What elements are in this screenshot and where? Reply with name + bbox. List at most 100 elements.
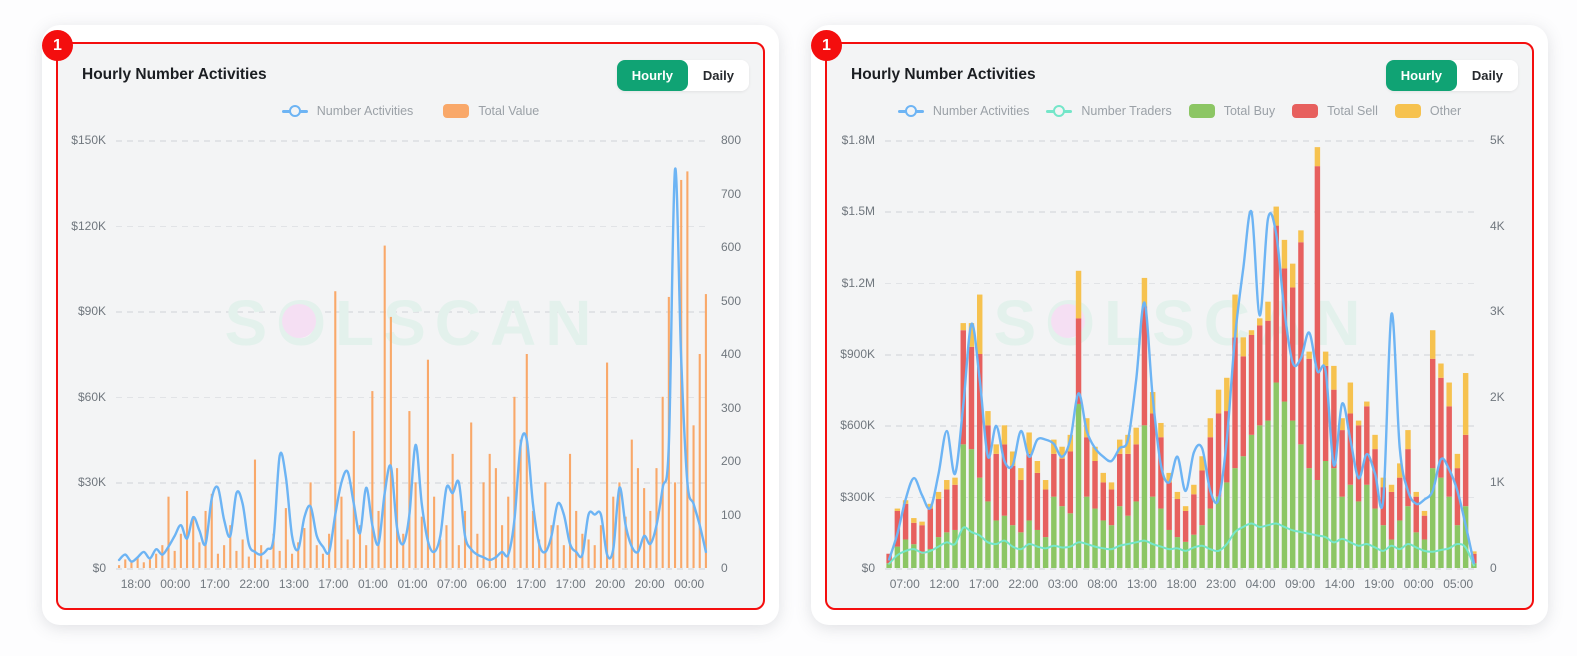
- x-axis-label: 04:00: [1245, 577, 1276, 591]
- y-axis-label-right: 4K: [1490, 218, 1505, 233]
- chart-canvas: [117, 167, 708, 568]
- gridline: [885, 282, 1478, 285]
- y-axis-label: $900K: [840, 347, 875, 361]
- legend-line-marker: [1053, 105, 1066, 117]
- legend-label: Total Value: [478, 104, 540, 118]
- x-axis-label: 05:00: [1443, 577, 1474, 591]
- y-axis-label: $300K: [840, 489, 875, 504]
- legend-label: Total Buy: [1223, 104, 1276, 118]
- gridline: [885, 568, 1478, 570]
- legend-label: Number Activities: [932, 104, 1030, 118]
- x-axis-label: 23:00: [1206, 577, 1237, 591]
- annotation-badge: 1: [811, 30, 842, 61]
- x-axis-label: 14:00: [1324, 577, 1355, 591]
- y-axis-label-right: 600: [721, 240, 742, 254]
- legend-marker: [281, 105, 308, 117]
- x-axis-label: 19:00: [1364, 577, 1395, 591]
- x-axis-label: 17:00: [318, 577, 349, 591]
- legend-line-marker: [288, 105, 301, 117]
- gridline: [116, 225, 709, 228]
- legend-marker: [443, 104, 470, 118]
- x-axis-label: 00:00: [1403, 577, 1434, 591]
- x-axis-label: 01:00: [397, 577, 428, 591]
- x-axis-label: 20:00: [595, 577, 626, 591]
- y-axis-label-right: 0: [1490, 561, 1497, 575]
- x-axis-label: 22:00: [1008, 577, 1039, 591]
- bar-series-total-sell: [886, 166, 1477, 564]
- y-axis-label-right: 3K: [1490, 304, 1505, 319]
- legend-label: Total Sell: [1327, 104, 1378, 118]
- legend: Number Activities Total Value: [58, 104, 763, 118]
- line-series-number-activities: [887, 209, 1476, 565]
- y-axis-label: $120K: [71, 218, 106, 233]
- chart-title: Hourly Number Activities: [851, 66, 1036, 83]
- gridline: [116, 568, 709, 570]
- chart-plot[interactable]: $1.8M $1.5M $1.2M $900K $600K $300K $0 5K 4K 3K 2K…: [829, 132, 1530, 600]
- chart-title: Hourly Number Activities: [82, 66, 267, 83]
- y-axis-label-right: 700: [721, 186, 742, 201]
- x-axis-label: 06:00: [476, 577, 507, 591]
- x-axis-label: 01:00: [357, 577, 388, 591]
- x-axis-label: 22:00: [239, 577, 270, 591]
- chart-canvas: [886, 147, 1477, 568]
- gridline: [885, 211, 1478, 213]
- annotation-badge: 1: [42, 30, 73, 61]
- y-axis-label: $1.5M: [841, 204, 875, 219]
- legend-item-total-value[interactable]: Total Value: [443, 104, 539, 118]
- chart-plot[interactable]: $150K $120K $90K $60K $30K $0 800 700 600 500 400 3…: [60, 132, 761, 600]
- x-axis-label: 07:00: [889, 577, 920, 591]
- y-axis-label: $150K: [71, 133, 106, 147]
- chart-card-left: 1 Hourly Number Activities Hourly Daily …: [42, 25, 779, 625]
- y-axis-label: $30K: [77, 475, 106, 490]
- x-axis-label: 18:00: [120, 577, 151, 591]
- y-axis-label-right: 200: [721, 454, 742, 468]
- y-axis-label-right: 100: [721, 507, 742, 522]
- legend-marker: [1292, 104, 1319, 118]
- x-axis-label: 17:00: [199, 577, 230, 591]
- legend-item-number-traders[interactable]: Number Traders: [1046, 104, 1172, 118]
- y-axis-label: $90K: [77, 304, 106, 319]
- legend: Number Activities Number Traders Total Buy…: [827, 104, 1532, 118]
- y-axis-label: $60K: [77, 389, 106, 404]
- legend-item-number-activities[interactable]: Number Activities: [281, 104, 413, 118]
- legend-item-total-sell[interactable]: Total Sell: [1292, 104, 1378, 118]
- x-axis-label: 00:00: [160, 577, 191, 591]
- gridline: [116, 311, 709, 313]
- bar-series-total-buy: [886, 382, 1477, 568]
- x-axis-label: 13:00: [1126, 577, 1157, 591]
- legend-line-marker: [904, 105, 917, 117]
- daily-button[interactable]: Daily: [1456, 59, 1518, 91]
- y-axis-label-right: 800: [721, 133, 742, 147]
- x-axis-label: 00:00: [674, 577, 705, 591]
- y-axis-label-right: 1K: [1490, 475, 1505, 490]
- gridline: [885, 496, 1478, 499]
- hourly-button[interactable]: Hourly: [616, 59, 688, 91]
- y-axis-label: $0: [92, 561, 106, 575]
- y-axis-label-right: 5K: [1490, 133, 1505, 147]
- legend-item-number-activities[interactable]: Number Activities: [897, 104, 1030, 118]
- interval-toggle: Hourly Daily: [1385, 59, 1518, 91]
- y-axis-label-right: 400: [721, 347, 742, 361]
- y-axis-label: $1.8M: [841, 133, 875, 147]
- annotated-region-right: 1 Hourly Number Activities Hourly Daily …: [811, 30, 1534, 610]
- y-axis-label: $600K: [840, 418, 875, 433]
- y-axis-label: $0: [861, 561, 875, 575]
- x-axis-label: 18:00: [1166, 577, 1197, 591]
- hourly-button[interactable]: Hourly: [1385, 59, 1457, 91]
- x-axis-label: 17:00: [968, 577, 999, 591]
- legend-item-other[interactable]: Other: [1394, 104, 1461, 118]
- annotated-region-left: 1 Hourly Number Activities Hourly Daily …: [42, 30, 765, 610]
- line-series-number-activities: [117, 167, 708, 563]
- legend-item-total-buy[interactable]: Total Buy: [1188, 104, 1276, 118]
- x-axis-label: 09:00: [1285, 577, 1316, 591]
- legend-label: Number Traders: [1081, 104, 1172, 118]
- interval-toggle: Hourly Daily: [616, 59, 749, 91]
- chart-header: Hourly Number Activities Hourly Daily: [851, 58, 1518, 92]
- x-axis-label: 03:00: [1047, 577, 1078, 591]
- y-axis-label: $1.2M: [841, 275, 875, 290]
- daily-button[interactable]: Daily: [687, 59, 749, 91]
- legend-marker: [1188, 104, 1215, 118]
- line-series-number-traders: [888, 522, 1475, 567]
- y-axis-label-right: 2K: [1490, 389, 1505, 404]
